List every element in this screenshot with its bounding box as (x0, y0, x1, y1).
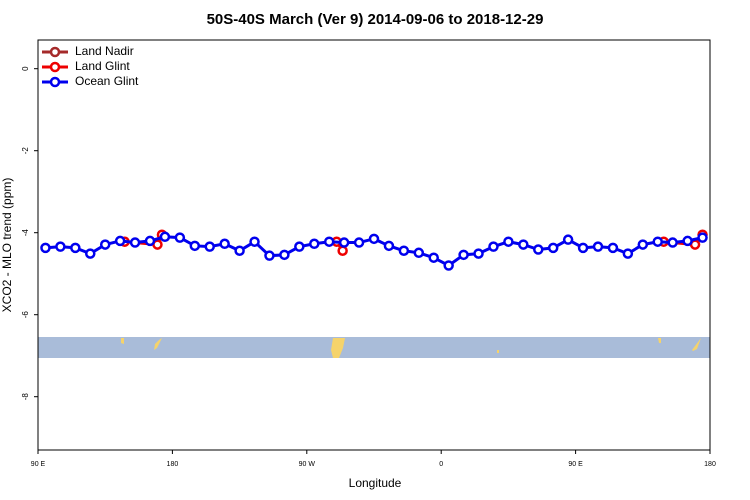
point (338, 237, 350, 248)
y-tick-label: 0 (21, 66, 30, 71)
point (592, 241, 604, 252)
point (114, 235, 126, 247)
point (99, 239, 111, 250)
point (458, 249, 469, 261)
point (652, 236, 663, 247)
point (294, 241, 305, 252)
point (129, 237, 141, 248)
point (204, 241, 215, 252)
point (682, 235, 693, 247)
point (353, 237, 365, 248)
y-tick-label: -6 (21, 311, 30, 319)
plot-frame (37, 39, 711, 451)
point (55, 241, 66, 252)
point (144, 235, 156, 247)
point (309, 238, 320, 250)
y-tick-label: -2 (21, 147, 30, 155)
point (40, 242, 51, 254)
point (85, 248, 96, 259)
x-axis-label: Longitude (349, 476, 402, 490)
x-tick-label: 0 (439, 461, 443, 468)
point (70, 242, 81, 254)
point (637, 239, 649, 250)
point (383, 240, 395, 252)
point (323, 236, 335, 247)
point (189, 240, 201, 252)
point (547, 242, 559, 254)
point (503, 236, 514, 247)
y-tick-label: -4 (21, 229, 30, 237)
map-strip (38, 337, 710, 358)
point (562, 234, 574, 245)
chart-title: 50S-40S March (Ver 9) 2014-09-06 to 2018… (207, 11, 544, 28)
x-tick-label: 90 E (31, 461, 46, 468)
x-tick-label: 180 (704, 461, 716, 468)
point (413, 247, 425, 259)
point (577, 242, 589, 254)
point (622, 248, 634, 259)
y-tick-label: -8 (21, 393, 30, 401)
x-tick-label: 180 (167, 461, 179, 468)
point (264, 250, 275, 261)
point (428, 252, 439, 263)
point (368, 233, 380, 245)
point (488, 241, 499, 252)
point (667, 237, 678, 248)
y-axis-label: XCO2 - MLO trend (ppm) (0, 178, 14, 313)
legend-label: Land Nadir (75, 44, 134, 58)
legend-marker (49, 61, 61, 73)
point (174, 232, 186, 243)
point (219, 238, 230, 250)
point (234, 245, 245, 256)
point (159, 231, 171, 243)
point (249, 236, 260, 247)
point (607, 242, 619, 254)
point (697, 232, 708, 243)
legend-label: Land Glint (75, 59, 130, 73)
point (337, 245, 348, 256)
point (443, 260, 454, 271)
x-tick-label: 90 W (299, 461, 316, 468)
point (533, 244, 544, 255)
legend-marker (49, 76, 61, 88)
legend-marker (49, 46, 61, 58)
x-tick-label: 90 E (568, 461, 583, 468)
point (398, 245, 410, 256)
point (518, 239, 529, 250)
legend-label: Ocean Glint (75, 74, 139, 88)
point (473, 248, 484, 259)
point (279, 249, 290, 261)
